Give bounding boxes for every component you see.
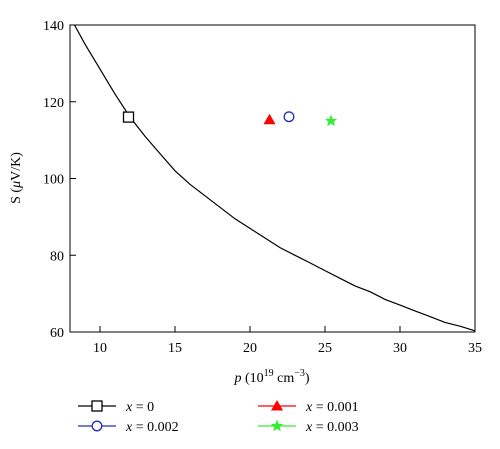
y-tick-label: 80 [50,249,64,264]
legend-label: x = 0.003 [305,420,359,435]
x-tick-label: 10 [93,341,107,356]
tick-labels: 10 15 20 25 30 35 60 80 100 120 140 [43,19,482,356]
legend-marker [91,420,103,432]
x-tick-label: 20 [243,341,257,356]
legend-marker [271,400,283,411]
x-tick-label: 25 [318,341,332,356]
axis-ticks [70,24,476,333]
y-axis-label: S (μV/K) [9,152,24,204]
legend-label: x = 0.001 [305,400,359,415]
data-point [324,114,338,127]
legend: x = 0 x = 0.001 x = 0.002 x = 0.003 [78,400,359,435]
plot-frame [69,24,476,333]
x-axis-label: p (1019 cm−3) [233,368,309,386]
y-tick-label: 100 [43,173,64,188]
legend-label: x = 0 [125,400,154,415]
legend-marker [270,419,284,432]
data-points [122,111,338,127]
fit-curve [73,24,476,332]
legend-label: x = 0.002 [125,420,179,435]
y-tick-label: 60 [50,326,64,341]
y-tick-label: 140 [43,19,64,34]
legend-marker [91,400,103,412]
y-tick-label: 120 [43,96,64,111]
data-point [263,113,276,125]
data-point [122,111,135,123]
x-tick-label: 30 [393,341,407,356]
x-tick-label: 35 [468,341,482,356]
data-point [283,111,295,123]
x-tick-label: 15 [168,341,182,356]
